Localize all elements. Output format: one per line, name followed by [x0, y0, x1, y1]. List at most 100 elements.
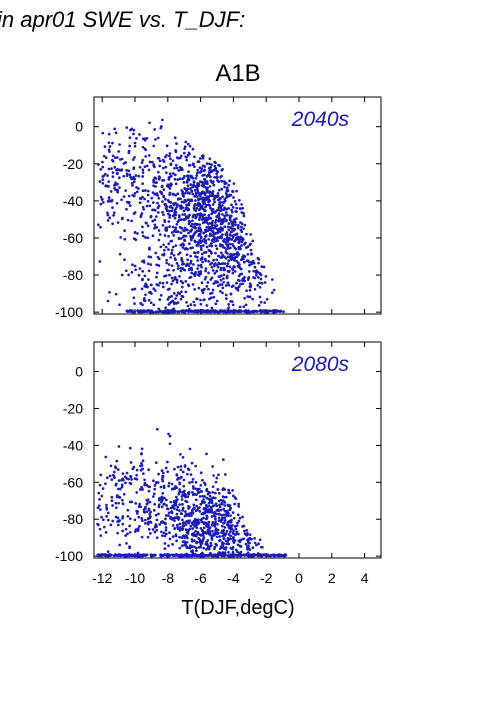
scatter-point — [165, 184, 169, 188]
scatter-point — [221, 551, 225, 554]
scatter-point — [151, 528, 155, 531]
scatter-point — [123, 258, 126, 262]
scatter-point — [194, 464, 198, 468]
scatter-point — [140, 485, 143, 489]
scatter-point — [185, 158, 188, 162]
scatter-point — [146, 262, 150, 266]
scatter-point — [106, 213, 110, 217]
scatter-point — [141, 231, 144, 234]
scatter-point — [209, 168, 213, 172]
scatter-point — [204, 239, 208, 242]
scatter-point — [237, 505, 241, 508]
scatter-point — [214, 491, 217, 495]
scatter-point — [203, 213, 206, 217]
scatter-point — [215, 512, 218, 516]
scatter-point — [111, 504, 114, 507]
scatter-point — [101, 175, 105, 179]
scatter-point — [231, 511, 235, 514]
scatter-point — [117, 479, 121, 482]
scatter-point — [164, 517, 167, 521]
scatter-point — [178, 546, 182, 550]
scatter-point — [243, 296, 247, 300]
scatter-point — [253, 276, 257, 280]
scatter-point — [234, 527, 238, 531]
scatter-point — [152, 479, 155, 483]
scatter-point — [182, 229, 185, 232]
scatter-point — [140, 452, 143, 455]
scatter-point — [227, 488, 230, 492]
scatter-point — [176, 267, 180, 271]
scatter-point — [210, 523, 214, 526]
scatter-point — [186, 178, 190, 182]
scatter-point — [221, 499, 225, 503]
scatter-point — [114, 131, 118, 135]
scatter-point — [112, 211, 116, 215]
scatter-point — [109, 523, 113, 527]
scatter-point — [219, 553, 223, 556]
scatter-point — [169, 201, 173, 204]
scatter-point — [189, 187, 192, 190]
scatter-point — [242, 211, 245, 215]
scatter-point — [232, 182, 236, 185]
scatter-point — [127, 149, 131, 153]
scatter-point — [133, 211, 137, 214]
scatter-point — [223, 255, 226, 259]
scatter-point — [167, 248, 170, 251]
scatter-point — [124, 189, 127, 192]
scatter-point — [202, 526, 206, 530]
scatter-point — [144, 282, 147, 286]
scatter-point — [167, 484, 171, 488]
scatter-point — [152, 178, 155, 182]
scatter-point — [238, 516, 242, 520]
scatter-point — [146, 189, 150, 193]
scatter-point — [127, 273, 130, 277]
scatter-point — [232, 529, 235, 533]
scatter-point — [104, 156, 108, 160]
scatter-point — [104, 184, 108, 188]
scatter-point — [209, 262, 212, 266]
scatter-point — [125, 309, 129, 313]
scatter-point — [144, 553, 148, 557]
scatter-point — [208, 190, 212, 194]
scatter-point — [194, 271, 197, 274]
x-tick-label: 0 — [295, 570, 303, 586]
scatter-point — [111, 519, 115, 523]
scatter-point — [184, 191, 187, 195]
scatter-point — [217, 499, 221, 503]
scatter-point — [181, 190, 184, 194]
scatter-point — [224, 248, 228, 251]
scatter-point — [156, 255, 160, 259]
scatter-point — [139, 302, 143, 305]
scatter-point — [197, 198, 200, 202]
scatter-point — [161, 534, 164, 537]
scatter-point — [166, 470, 169, 474]
scatter-point — [150, 283, 153, 287]
scatter-point — [199, 272, 203, 276]
scatter-point — [179, 237, 183, 240]
scatter-point — [118, 543, 122, 547]
scatter-point — [160, 192, 164, 196]
scatter-point — [221, 277, 225, 280]
scatter-point — [257, 275, 260, 279]
scatter-point — [155, 518, 159, 522]
scatter-point — [190, 553, 193, 557]
scatter-point — [139, 468, 143, 472]
scatter-point — [154, 215, 158, 218]
scatter-point — [208, 162, 211, 166]
scatter-point — [149, 263, 153, 266]
scatter-point — [110, 478, 114, 481]
scatter-point — [217, 188, 221, 192]
scatter-point — [129, 482, 133, 486]
scatter-point — [179, 207, 183, 210]
scatter-point — [229, 225, 232, 229]
scatter-point — [146, 199, 150, 203]
scatter-point — [179, 279, 183, 283]
scatter-point — [230, 238, 234, 241]
scatter-point — [224, 293, 228, 297]
scatter-point — [230, 222, 234, 226]
scatter-point — [188, 220, 192, 224]
scatter-point — [142, 207, 145, 211]
x-tick-label: 4 — [361, 570, 369, 586]
scatter-point — [187, 222, 191, 226]
scatter-point — [236, 226, 240, 230]
